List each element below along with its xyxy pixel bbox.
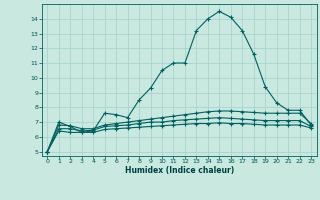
X-axis label: Humidex (Indice chaleur): Humidex (Indice chaleur): [124, 166, 234, 175]
